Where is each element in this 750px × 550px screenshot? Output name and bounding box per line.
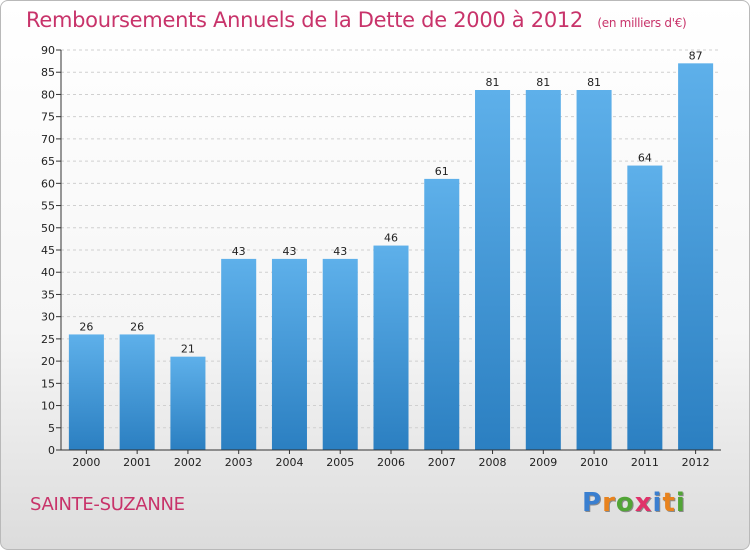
x-tick-label-2003: 2003 — [225, 456, 253, 469]
bar-2005 — [322, 258, 358, 450]
bar-2001 — [119, 334, 155, 450]
bar-2007 — [424, 178, 460, 450]
x-tick-label-2000: 2000 — [72, 456, 100, 469]
logo-letter: t — [662, 488, 676, 518]
data-label-2011: 64 — [638, 152, 652, 165]
data-label-2004: 43 — [282, 245, 296, 258]
data-label-2012: 87 — [689, 49, 703, 62]
data-label-2010: 81 — [587, 76, 601, 89]
y-tick-label-45: 45 — [41, 244, 55, 257]
chart-title-text: Remboursements Annuels de la Dette de 20… — [26, 8, 583, 32]
bar-2011 — [627, 165, 663, 451]
y-tick-label-90: 90 — [41, 44, 55, 57]
bar-2010 — [576, 90, 612, 450]
y-tick-label-30: 30 — [41, 311, 55, 324]
y-tick-label-15: 15 — [41, 377, 55, 390]
logo-letter: x — [634, 488, 653, 518]
y-tick-label-40: 40 — [41, 266, 55, 279]
y-tick-label-60: 60 — [41, 177, 55, 190]
y-tick-label-85: 85 — [41, 66, 55, 79]
bar-2000 — [68, 334, 104, 450]
data-label-2001: 26 — [130, 320, 144, 333]
y-tick-label-55: 55 — [41, 200, 55, 213]
bar-2006 — [373, 245, 409, 450]
bar-2002 — [170, 356, 206, 450]
bars: 26 26 21 43 43 43 46 61 81 81 81 64 87 — [68, 49, 714, 451]
x-tick-label-2009: 2009 — [529, 456, 557, 469]
commune-name: SAINTE-SUZANNE — [30, 494, 185, 515]
data-label-2002: 21 — [181, 343, 195, 356]
y-tick-label-25: 25 — [41, 333, 55, 346]
x-tick-label-2011: 2011 — [631, 456, 659, 469]
y-tick-label-50: 50 — [41, 222, 55, 235]
bar-2004 — [271, 258, 307, 450]
x-tick-label-2005: 2005 — [326, 456, 354, 469]
logo-letter: o — [615, 488, 635, 518]
x-tick-label-2006: 2006 — [377, 456, 405, 469]
logo-letter: i — [675, 488, 686, 518]
axes: 0 5 10 15 20 25 30 35 40 45 50 55 60 65 70 75 80 85 90 2000… — [41, 44, 721, 469]
bar-2003 — [221, 258, 257, 450]
x-tick-label-2002: 2002 — [174, 456, 202, 469]
y-tick-label-80: 80 — [41, 88, 55, 101]
x-tick-label-2012: 2012 — [682, 456, 710, 469]
x-tick-label-2010: 2010 — [580, 456, 608, 469]
data-label-2000: 26 — [79, 320, 93, 333]
chart-subtitle: (en milliers d'€) — [597, 16, 687, 30]
x-tick-label-2008: 2008 — [479, 456, 507, 469]
y-tick-label-20: 20 — [41, 355, 55, 368]
x-tick-label-2001: 2001 — [123, 456, 151, 469]
data-label-2008: 81 — [486, 76, 500, 89]
y-tick-label-5: 5 — [48, 422, 55, 435]
y-tick-label-75: 75 — [41, 111, 55, 124]
data-label-2006: 46 — [384, 232, 398, 245]
data-label-2005: 43 — [333, 245, 347, 258]
data-label-2009: 81 — [536, 76, 550, 89]
y-tick-label-65: 65 — [41, 155, 55, 168]
proxiti-logo: Proxiti — [582, 488, 686, 518]
data-label-2007: 61 — [435, 165, 449, 178]
bar-2008 — [475, 90, 511, 450]
logo-letter: r — [602, 488, 616, 518]
bar-2012 — [678, 63, 714, 450]
data-label-2003: 43 — [232, 245, 246, 258]
y-tick-label-70: 70 — [41, 133, 55, 146]
chart-title: Remboursements Annuels de la Dette de 20… — [26, 8, 687, 32]
logo-letter: P — [582, 488, 603, 518]
y-tick-label-10: 10 — [41, 400, 55, 413]
y-tick-label-35: 35 — [41, 288, 55, 301]
x-tick-label-2007: 2007 — [428, 456, 456, 469]
bar-2009 — [525, 90, 561, 450]
x-tick-label-2004: 2004 — [275, 456, 303, 469]
y-tick-label-0: 0 — [48, 444, 55, 457]
logo-letter: i — [652, 488, 663, 518]
